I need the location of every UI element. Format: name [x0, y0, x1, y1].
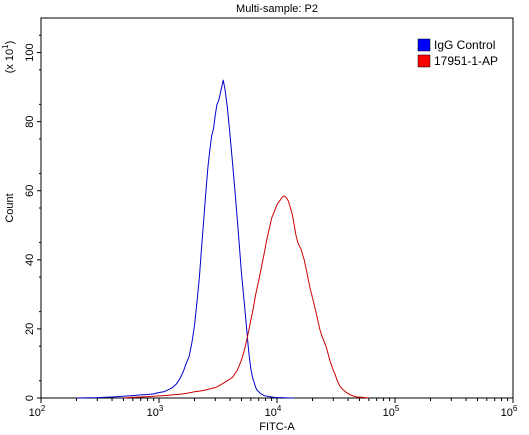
- y-axis: 0 20 40 60 80 100: [24, 34, 41, 401]
- x-tick-exp: 3: [159, 404, 164, 413]
- x-axis: 102 103 104 105 106: [29, 398, 518, 419]
- x-tick-label: 106: [501, 404, 518, 419]
- legend-swatch-igg-control: [417, 38, 431, 52]
- x-tick-exp: 2: [41, 404, 46, 413]
- x-tick-base: 10: [501, 407, 513, 419]
- y-tick-label: 0: [24, 395, 36, 401]
- legend-label-17951-1-ap: 17951-1-AP: [434, 54, 498, 68]
- y-tick-label: 80: [24, 116, 36, 128]
- y-tick-label: 60: [24, 185, 36, 197]
- x-tick-label: 103: [147, 404, 164, 419]
- y-axis-multiplier: (x 101): [1, 41, 16, 74]
- x-tick-exp: 4: [277, 404, 282, 413]
- x-tick-exp: 5: [395, 404, 400, 413]
- x-tick-exp: 6: [513, 404, 518, 413]
- series-igg-control: [76, 79, 295, 399]
- y-tick-label: 100: [24, 43, 36, 61]
- y-multiplier-exp: 1: [1, 44, 10, 49]
- x-axis-title: FITC-A: [259, 421, 295, 433]
- x-tick-base: 10: [383, 407, 395, 419]
- legend-swatch-17951-1-ap: [417, 54, 431, 68]
- y-multiplier-close: ): [4, 41, 16, 45]
- plot-area: [40, 17, 514, 399]
- series-17951-1-ap: [123, 195, 369, 399]
- chart-title: Multi-sample: P2: [236, 3, 318, 15]
- x-tick-base: 10: [265, 407, 277, 419]
- x-tick-label: 104: [265, 404, 282, 419]
- x-tick-base: 10: [29, 407, 41, 419]
- plot-frame: [40, 17, 514, 399]
- x-tick-label: 102: [29, 404, 46, 419]
- y-tick-label: 20: [24, 323, 36, 335]
- y-multiplier-text: (x 10: [4, 49, 16, 73]
- legend-label-igg-control: IgG Control: [434, 38, 495, 52]
- y-axis-title: Count: [4, 193, 16, 222]
- y-tick-label: 40: [24, 254, 36, 266]
- legend: IgG Control 17951-1-AP: [417, 38, 498, 68]
- x-tick-label: 105: [383, 404, 400, 419]
- series-layer: [76, 79, 369, 399]
- x-tick-base: 10: [147, 407, 159, 419]
- series-line: [123, 195, 369, 399]
